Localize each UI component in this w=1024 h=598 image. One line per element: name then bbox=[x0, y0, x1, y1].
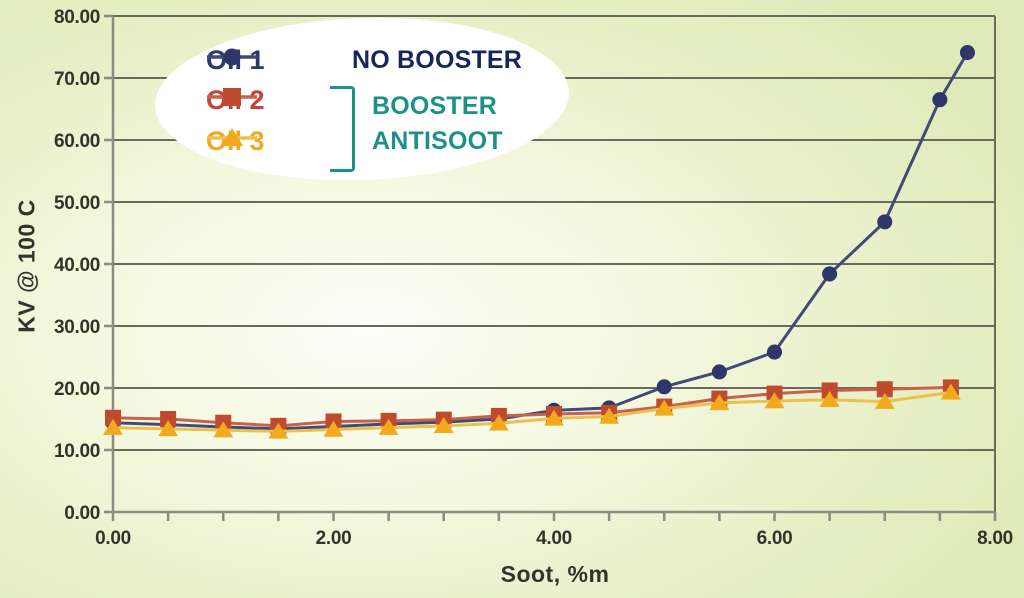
legend-row-oil3: Oil 3 bbox=[206, 126, 265, 156]
x-axis-title: Soot, %m bbox=[500, 561, 610, 587]
svg-text:60.00: 60.00 bbox=[54, 131, 100, 152]
svg-text:6.00: 6.00 bbox=[757, 528, 793, 549]
svg-text:40.00: 40.00 bbox=[54, 255, 100, 276]
y-axis-title: KV @ 100 C bbox=[13, 199, 40, 333]
legend-row-oil1: Oil 1 bbox=[206, 45, 265, 75]
oil2-square-marker-icon bbox=[207, 88, 257, 106]
svg-text:0.00: 0.00 bbox=[64, 503, 100, 524]
svg-text:8.00: 8.00 bbox=[977, 528, 1013, 549]
no-booster-label: NO BOOSTER bbox=[352, 46, 523, 74]
svg-text:4.00: 4.00 bbox=[536, 528, 572, 549]
svg-text:10.00: 10.00 bbox=[54, 441, 100, 462]
legend-row-oil2: Oil 2 bbox=[206, 85, 265, 115]
svg-text:2.00: 2.00 bbox=[316, 528, 352, 549]
series-oil-3 bbox=[103, 383, 961, 439]
svg-text:70.00: 70.00 bbox=[54, 69, 100, 90]
legend-ellipse bbox=[155, 17, 569, 181]
svg-text:0.00: 0.00 bbox=[95, 528, 131, 549]
oil3-triangle-marker-icon bbox=[207, 128, 257, 147]
svg-text:20.00: 20.00 bbox=[54, 379, 100, 400]
legend: Oil 1 Oil 2 Oil 3 NO BOOSTER BOOSTER ANT… bbox=[0, 0, 620, 200]
svg-text:80.00: 80.00 bbox=[54, 7, 100, 28]
svg-text:30.00: 30.00 bbox=[54, 317, 100, 338]
antisoot-label: ANTISOOT bbox=[372, 127, 503, 155]
axes: 0.00 10.00 20.00 30.00 40.00 50.00 60.00 70.00 8… bbox=[54, 7, 1013, 549]
legend-group-bracket bbox=[330, 86, 355, 172]
series-oil-2 bbox=[105, 379, 959, 434]
oil1-circle-marker-icon bbox=[207, 48, 257, 66]
booster-label: BOOSTER bbox=[372, 92, 498, 120]
svg-text:50.00: 50.00 bbox=[54, 193, 100, 214]
